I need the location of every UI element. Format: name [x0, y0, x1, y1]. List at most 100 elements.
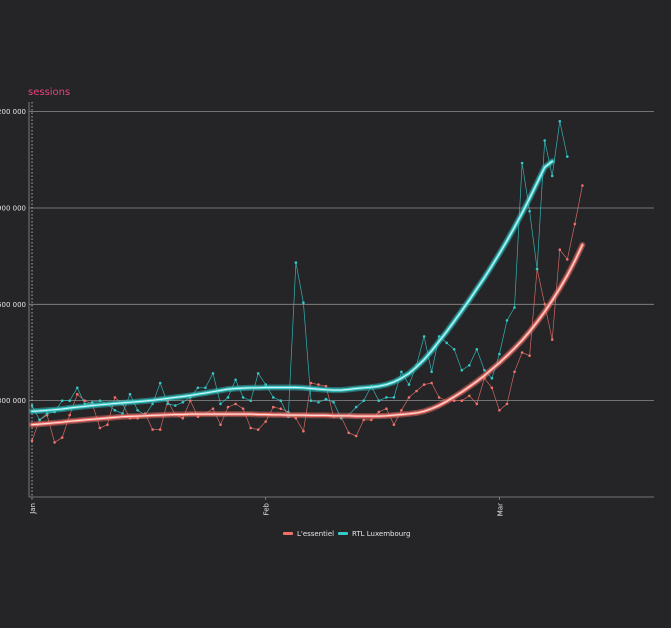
data-point-lessentiel	[475, 402, 479, 406]
data-point-rtl	[535, 267, 539, 271]
data-point-lessentiel	[566, 258, 569, 261]
data-point-lessentiel	[362, 418, 366, 422]
series-raw-lines	[30, 120, 584, 444]
data-point-lessentiel	[370, 418, 373, 422]
data-point-rtl	[158, 381, 162, 385]
data-point-lessentiel	[354, 434, 358, 438]
data-point-rtl	[392, 396, 396, 399]
data-point-lessentiel	[76, 392, 79, 396]
data-point-lessentiel	[83, 399, 87, 403]
data-point-lessentiel	[543, 303, 546, 306]
data-point-lessentiel	[385, 407, 388, 411]
data-point-lessentiel	[30, 439, 34, 443]
data-point-rtl	[302, 301, 305, 305]
data-point-rtl	[430, 370, 433, 374]
data-point-lessentiel	[98, 426, 102, 430]
data-point-rtl	[422, 335, 426, 338]
data-point-lessentiel	[294, 417, 298, 420]
data-point-lessentiel	[272, 405, 275, 409]
data-point-lessentiel	[309, 381, 313, 385]
data-point-lessentiel	[211, 407, 215, 411]
data-point-lessentiel	[377, 410, 381, 414]
data-point-rtl	[68, 399, 71, 403]
data-point-rtl	[83, 402, 87, 406]
data-point-rtl	[362, 399, 366, 403]
data-point-rtl	[452, 348, 456, 351]
data-point-lessentiel	[113, 396, 117, 399]
data-point-rtl	[505, 319, 509, 322]
data-point-rtl	[264, 383, 268, 386]
data-point-lessentiel	[256, 428, 260, 431]
data-point-lessentiel	[452, 399, 456, 403]
trend-highlight-lessentiel	[31, 244, 584, 426]
data-point-rtl	[354, 405, 358, 409]
legend: L'essentiel RTL Luxembourg	[283, 530, 410, 538]
y-tick-label: 1 200 000	[0, 108, 26, 116]
legend-label-lessentiel: L'essentiel	[297, 530, 334, 538]
data-point-rtl	[528, 209, 531, 213]
data-point-lessentiel	[437, 396, 441, 399]
data-point-rtl	[91, 401, 94, 404]
data-point-lessentiel	[302, 429, 305, 433]
data-point-rtl	[513, 306, 516, 309]
axes	[28, 102, 654, 498]
data-point-rtl	[483, 368, 486, 372]
data-point-rtl	[30, 404, 34, 407]
data-point-lessentiel	[581, 184, 584, 187]
data-point-rtl	[174, 404, 177, 407]
data-point-lessentiel	[317, 383, 320, 386]
data-point-lessentiel	[520, 351, 524, 354]
data-point-rtl	[558, 120, 562, 123]
y-axis-ticks: 300 000 600 000 900 000 1 200 000	[0, 108, 26, 405]
data-point-lessentiel	[460, 399, 464, 403]
data-point-rtl	[234, 378, 237, 382]
data-point-rtl	[166, 402, 169, 406]
data-point-rtl	[385, 396, 388, 399]
data-point-lessentiel	[347, 431, 351, 435]
data-point-rtl	[38, 418, 41, 422]
y-tick-label: 900 000	[0, 204, 26, 212]
series-smooth-lines	[29, 158, 586, 428]
data-point-rtl	[181, 401, 185, 404]
x-axis-ticks: Jan Feb Mar	[29, 497, 504, 516]
data-point-rtl	[543, 139, 546, 142]
data-point-rtl	[256, 372, 260, 375]
data-point-rtl	[76, 386, 79, 390]
data-point-rtl	[332, 401, 335, 404]
data-point-rtl	[445, 341, 449, 345]
x-tick-label: Mar	[496, 503, 504, 516]
data-point-lessentiel	[324, 384, 328, 388]
data-point-rtl	[475, 348, 479, 351]
data-point-rtl	[60, 399, 64, 403]
data-point-lessentiel	[241, 407, 245, 411]
data-point-rtl	[339, 417, 343, 420]
data-point-rtl	[294, 261, 298, 264]
data-point-rtl	[196, 386, 200, 390]
data-point-lessentiel	[189, 399, 192, 403]
data-point-lessentiel	[106, 423, 109, 427]
data-point-rtl	[566, 155, 569, 158]
x-tick-label: Feb	[263, 502, 271, 515]
data-point-lessentiel	[407, 396, 411, 399]
data-point-lessentiel	[550, 338, 554, 341]
data-point-rtl	[520, 161, 524, 165]
data-point-rtl	[550, 174, 554, 178]
data-point-lessentiel	[490, 386, 494, 390]
data-point-lessentiel	[422, 383, 426, 386]
data-point-lessentiel	[528, 354, 531, 358]
data-point-rtl	[377, 399, 381, 403]
data-point-lessentiel	[219, 423, 222, 427]
data-point-rtl	[45, 412, 49, 415]
data-point-lessentiel	[430, 381, 433, 385]
data-point-rtl	[98, 399, 102, 403]
data-point-rtl	[490, 376, 494, 380]
data-point-rtl	[121, 412, 124, 415]
data-point-rtl	[317, 401, 320, 404]
chart-title: sessions	[28, 87, 70, 98]
legend-label-rtl: RTL Luxembourg	[352, 530, 410, 538]
data-point-rtl	[279, 399, 283, 403]
data-point-lessentiel	[249, 426, 252, 430]
x-tick-label: Jan	[29, 503, 37, 515]
data-point-lessentiel	[226, 405, 230, 409]
